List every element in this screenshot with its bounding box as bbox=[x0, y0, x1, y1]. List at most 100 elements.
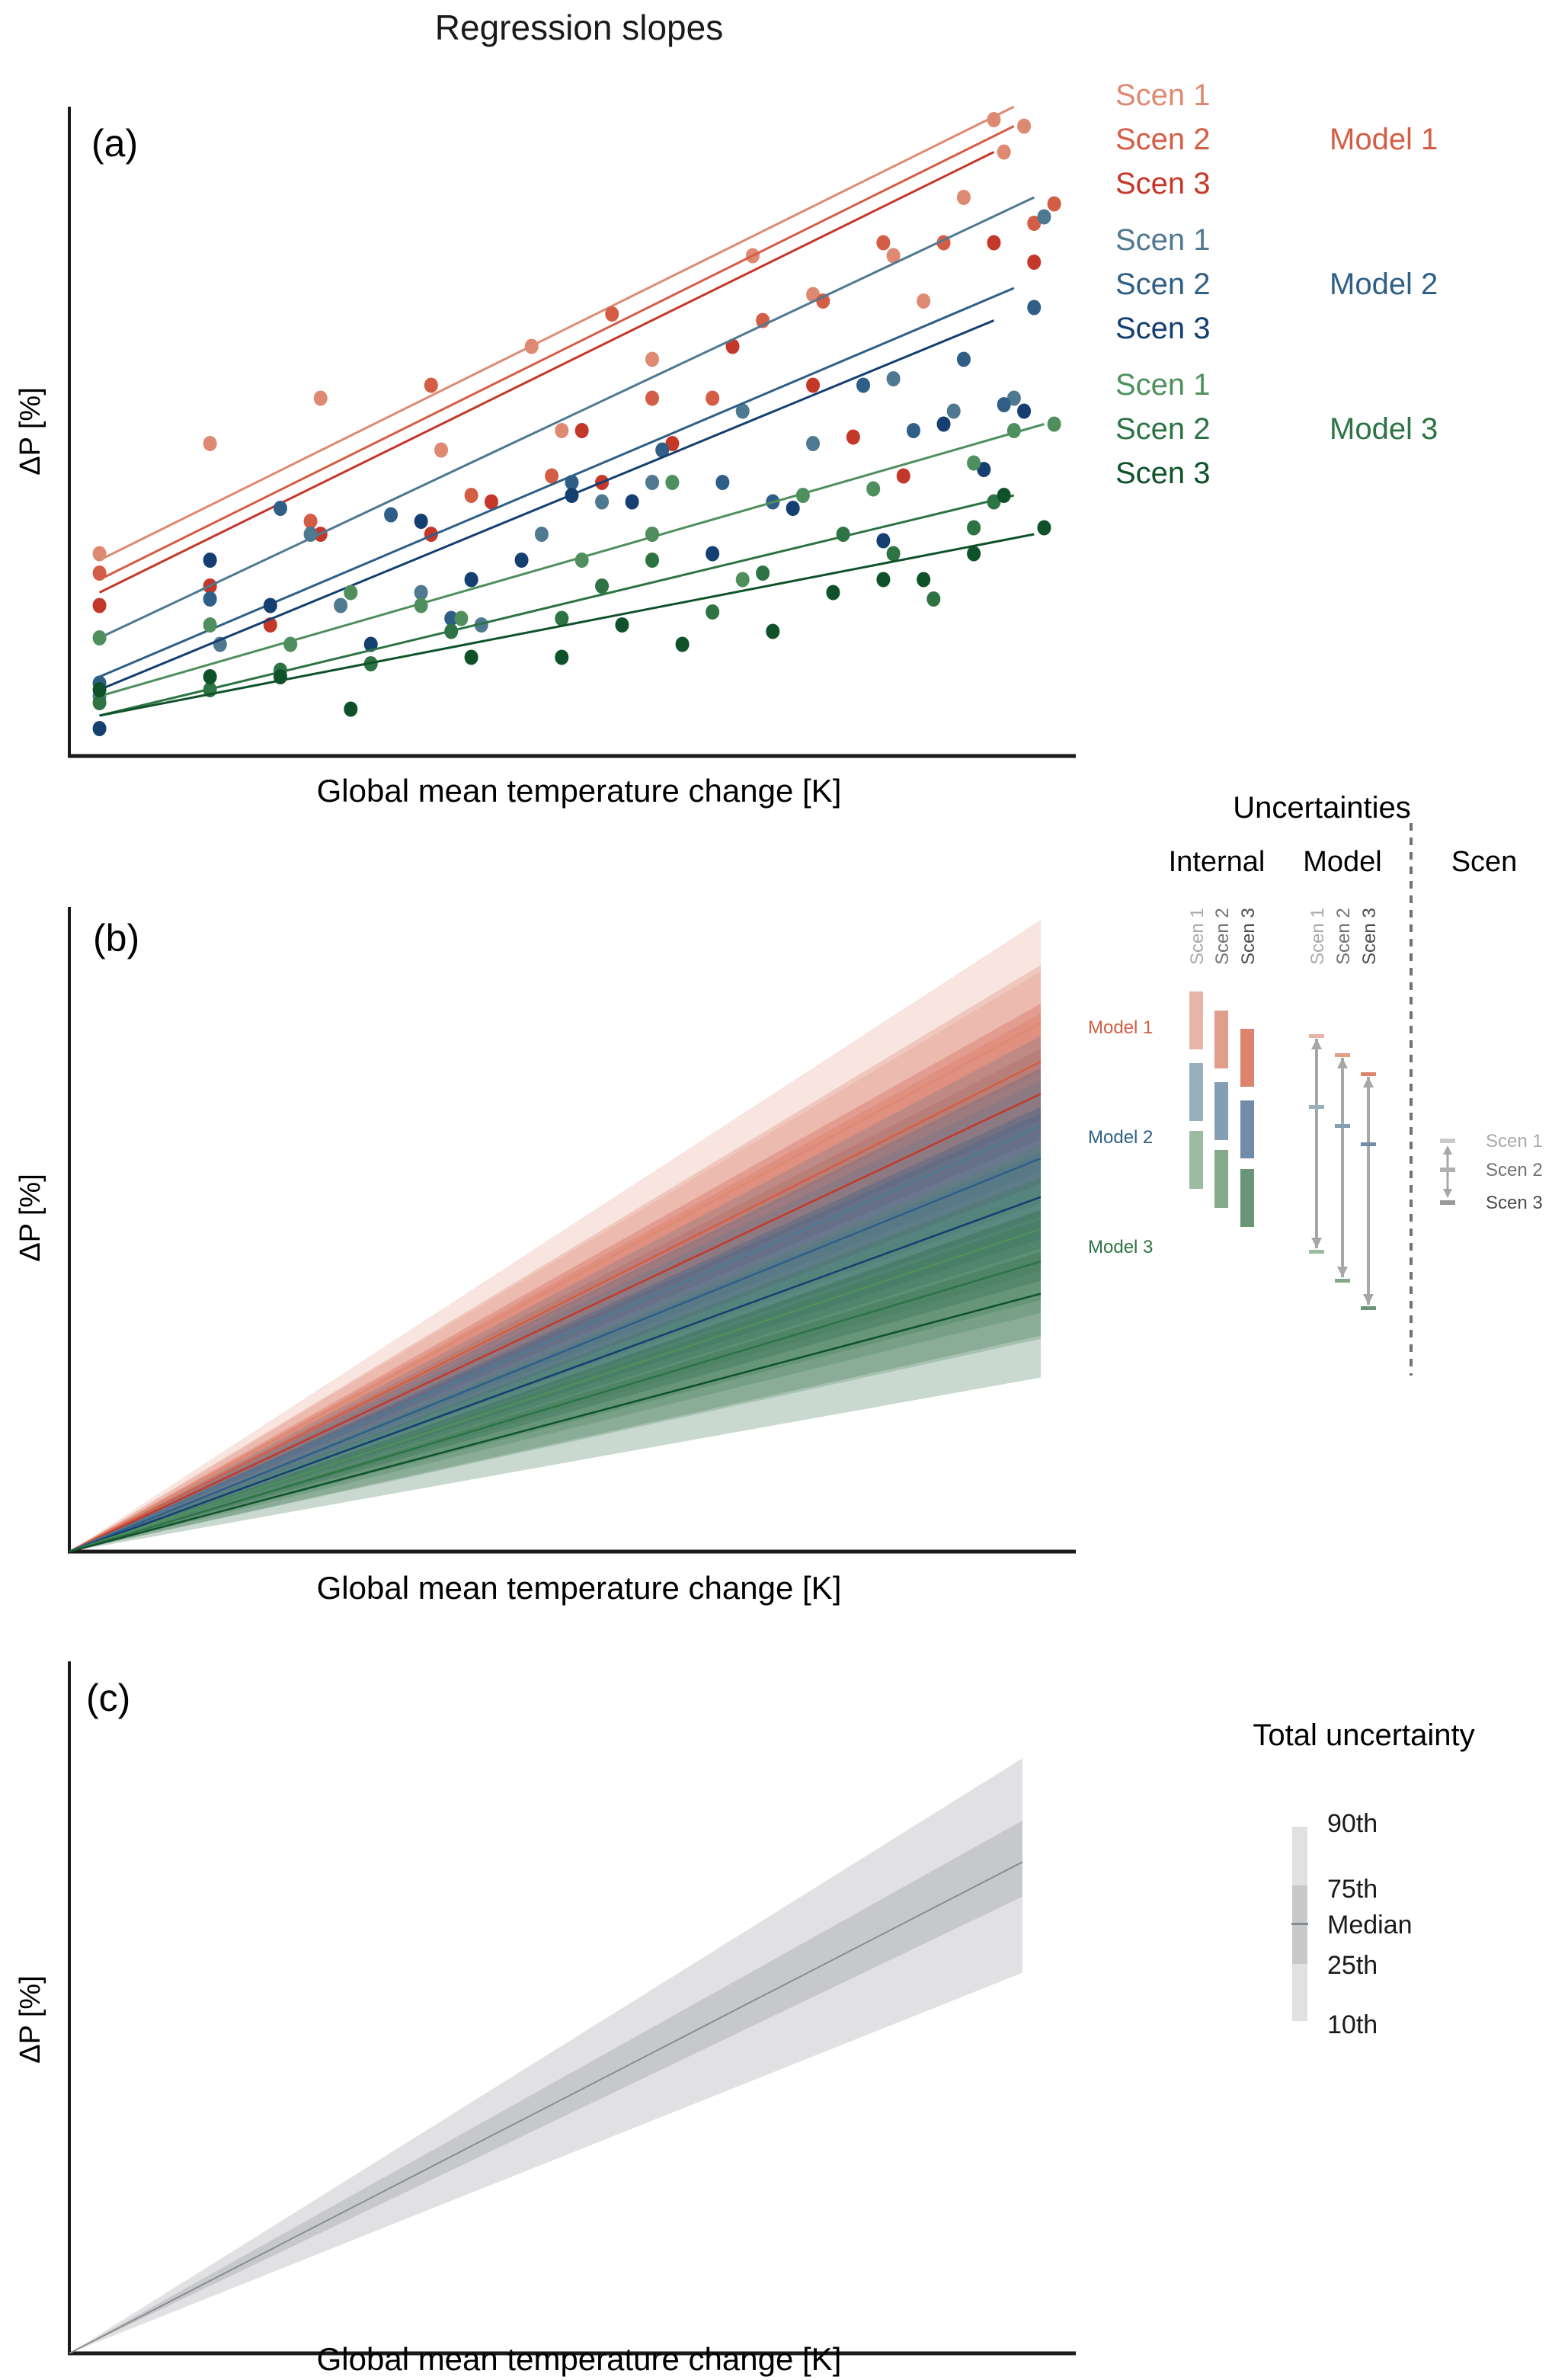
regression-slope-line-8 bbox=[69, 1260, 1042, 1553]
scatter-point bbox=[454, 610, 469, 626]
scatter-point bbox=[565, 475, 579, 490]
uncertainty-band-inner bbox=[69, 1113, 1041, 1552]
scatter-point bbox=[956, 351, 971, 367]
panel-c-ylabel: ΔP [%] bbox=[14, 1975, 46, 2064]
legend-scenario-label: Scen 3 bbox=[1115, 456, 1211, 490]
arrow-down-icon bbox=[1311, 1238, 1322, 1248]
scatter-point bbox=[574, 553, 589, 568]
legend-model-label: Model 2 bbox=[1330, 267, 1438, 301]
arrow-up-icon bbox=[1363, 1077, 1374, 1087]
regression-line-8 bbox=[99, 494, 1015, 717]
scatter-point bbox=[464, 572, 478, 588]
legend-model-label: Model 3 bbox=[1330, 412, 1438, 446]
legend-scenario-label: Scen 3 bbox=[1115, 167, 1211, 200]
scatter-point bbox=[574, 423, 589, 438]
uncertainty-band-inner bbox=[69, 971, 1041, 1552]
uncertainties-title: Uncertainties bbox=[1233, 791, 1410, 825]
scatter-point bbox=[384, 507, 398, 523]
scatter-point bbox=[344, 585, 358, 601]
scatter-point bbox=[92, 721, 107, 736]
scatter-point bbox=[464, 488, 478, 503]
rotated-scenario-label: Scen 1 bbox=[1307, 908, 1328, 965]
model-3-tick bbox=[1309, 1250, 1324, 1254]
uncertainty-band-inner bbox=[69, 1049, 1041, 1552]
scatter-point bbox=[725, 338, 740, 354]
model-2-tick bbox=[1335, 1124, 1350, 1128]
regression-slope-line-7 bbox=[69, 1228, 1042, 1553]
regression-line-5 bbox=[98, 287, 1015, 678]
percentile-legend-label: 75th bbox=[1327, 1875, 1378, 1904]
scenario-tick bbox=[1440, 1200, 1455, 1205]
panel-a: (a) Global mean temperature change [K] Δ… bbox=[14, 78, 1438, 809]
panel-a-ylabel: ΔP [%] bbox=[14, 387, 46, 476]
scatter-point bbox=[514, 553, 529, 568]
scatter-point bbox=[313, 390, 328, 406]
scatter-point bbox=[444, 610, 459, 626]
scatter-point bbox=[987, 235, 1001, 251]
scatter-point bbox=[706, 604, 720, 620]
scatter-point bbox=[414, 597, 428, 613]
scatter-point bbox=[795, 488, 810, 503]
scatter-point bbox=[263, 597, 277, 613]
scatter-point bbox=[203, 617, 217, 633]
legend-scenario-label: Scen 2 bbox=[1115, 267, 1211, 301]
scatter-point bbox=[967, 546, 981, 562]
scatter-point bbox=[334, 597, 348, 613]
scatter-point bbox=[967, 520, 981, 536]
scatter-point bbox=[595, 494, 610, 510]
scatter-point bbox=[524, 338, 539, 354]
scatter-point bbox=[414, 514, 428, 529]
arrow-down-icon bbox=[1443, 1189, 1452, 1198]
regression-line-2 bbox=[98, 125, 1015, 581]
scatter-point bbox=[997, 144, 1011, 160]
panel-b-ylabel: ΔP [%] bbox=[14, 1174, 46, 1262]
scatter-point bbox=[203, 553, 217, 568]
scatter-point bbox=[645, 475, 660, 490]
legend-scenario-label: Scen 1 bbox=[1115, 223, 1211, 257]
scatter-point bbox=[886, 248, 901, 264]
regression-slope-line-1 bbox=[69, 1022, 1042, 1553]
internal-variability-bar bbox=[1240, 1029, 1254, 1087]
regression-line-4 bbox=[98, 196, 1035, 639]
scatter-point bbox=[846, 429, 860, 445]
scatter-point bbox=[1027, 300, 1042, 316]
panel-a-label: (a) bbox=[91, 122, 138, 165]
panel-a-marks bbox=[92, 105, 1061, 736]
arrow-up-icon bbox=[1311, 1039, 1322, 1049]
scatter-point bbox=[1027, 216, 1042, 231]
legend-median-tick bbox=[1291, 1923, 1308, 1925]
uncertainties-col-scen: Scen bbox=[1451, 846, 1518, 878]
scatter-point bbox=[645, 351, 660, 367]
scatter-point bbox=[886, 546, 901, 562]
scatter-point bbox=[977, 462, 991, 477]
regression-slope-line-5 bbox=[69, 1157, 1042, 1553]
scatter-point bbox=[946, 403, 961, 419]
regression-slope-line-3 bbox=[69, 1093, 1042, 1553]
uncertainty-band-outer bbox=[69, 1209, 1041, 1552]
internal-variability-bar bbox=[1214, 1011, 1228, 1068]
scatter-point bbox=[876, 533, 891, 549]
scatter-point bbox=[92, 597, 107, 613]
internal-variability-bar bbox=[1189, 1063, 1203, 1121]
uncertainty-band-inner bbox=[69, 1081, 1041, 1552]
scatter-point bbox=[92, 695, 107, 710]
uncertainty-band-outer bbox=[69, 919, 1041, 1552]
scatter-point bbox=[424, 377, 438, 393]
uncertainty-model-label: Model 1 bbox=[1088, 1017, 1153, 1038]
uncertainty-band-outer bbox=[69, 1068, 1041, 1552]
scatter-point bbox=[1047, 196, 1061, 212]
panel-c: (c) Global mean temperature change [K] Δ… bbox=[14, 1661, 1475, 2377]
scatter-point bbox=[273, 669, 287, 684]
scatter-point bbox=[1006, 390, 1021, 406]
rotated-scenario-label: Scen 3 bbox=[1359, 908, 1380, 965]
panel-c-marks bbox=[69, 1758, 1023, 2354]
scatter-point bbox=[474, 617, 488, 633]
uncertainties-marks: Scen 1 Scen 2 Scen 3 Scen 1 Scen 2 Scen 3Mode… bbox=[1088, 908, 1543, 1310]
scenario-tick bbox=[1440, 1139, 1455, 1143]
scatter-point bbox=[92, 546, 107, 562]
scatter-point bbox=[434, 442, 449, 458]
scatter-point bbox=[926, 591, 941, 607]
scatter-point bbox=[665, 475, 680, 490]
scatter-point bbox=[836, 527, 850, 542]
rotated-scenario-label: Scen 1 bbox=[1187, 908, 1208, 965]
